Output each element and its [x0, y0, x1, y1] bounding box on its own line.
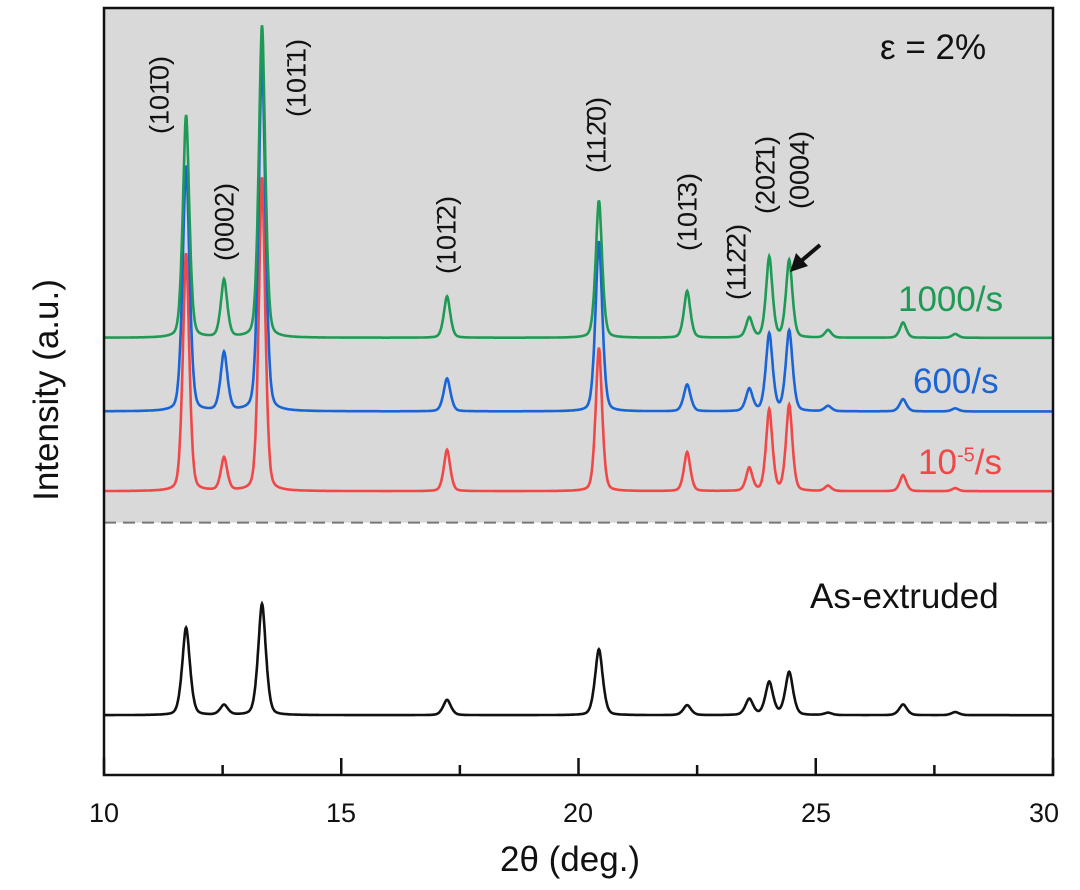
x-tick-label-25: 25: [800, 798, 832, 828]
series-line-3: [104, 600, 1053, 717]
peak-label: (101̄2): [431, 195, 462, 275]
plot-frame: [102, 6, 1055, 777]
arrow-0004: [790, 243, 822, 272]
peak-label: (101̄0): [144, 55, 175, 135]
x-tick-label-30: 30: [1028, 798, 1060, 828]
legend-1000s: 1000/s: [898, 280, 1004, 319]
legend-600s: 600/s: [913, 362, 999, 401]
strain-annotation: ε = 2%: [880, 28, 987, 67]
peak-label: (112̄2): [721, 223, 752, 301]
peak-label: (101̄3): [672, 172, 703, 252]
legend-as-extruded: As-extruded: [810, 577, 999, 616]
peak-label: (0004): [784, 130, 815, 210]
peak-label: (202̄1): [750, 135, 781, 215]
x-axis-title: 2θ (deg.): [500, 840, 641, 879]
x-tick-label-15: 15: [325, 798, 357, 828]
peak-label: (101̄1): [281, 38, 312, 118]
series-line-0: [104, 25, 1053, 340]
peak-label: (112̄0): [581, 96, 612, 174]
legend-quasistatic: 10-5/s: [918, 443, 1002, 483]
legend-quasistatic-suffix: /s: [974, 443, 1002, 482]
strained-region-background: [104, 8, 1053, 523]
legend-quasistatic-base: 10: [918, 443, 957, 482]
y-axis-title: Intensity (a.u.): [27, 279, 66, 501]
legend-quasistatic-exp: -5: [956, 444, 975, 467]
x-tick-label-20: 20: [562, 798, 594, 828]
peak-label: (0002): [209, 182, 240, 262]
x-tick-label-10: 10: [88, 798, 120, 828]
series-line-2: [104, 177, 1053, 493]
